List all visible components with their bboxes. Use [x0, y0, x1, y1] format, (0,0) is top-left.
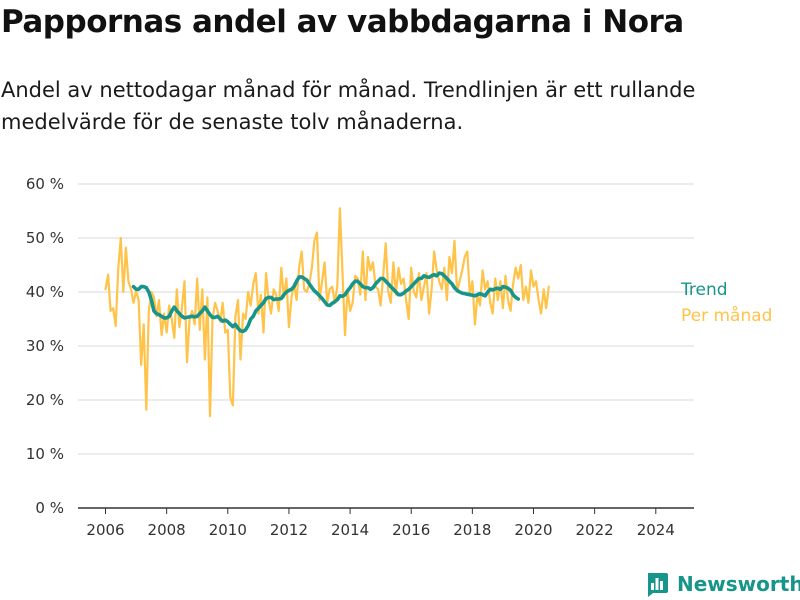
x-tick-label: 2012	[270, 521, 308, 539]
x-tick-label: 2022	[576, 521, 614, 539]
x-tick-label: 2010	[209, 521, 247, 539]
y-tick-label: 0 %	[35, 499, 64, 517]
x-tick-label: 2018	[453, 521, 491, 539]
brand: Newsworthy	[645, 570, 800, 598]
y-tick-label: 30 %	[26, 337, 64, 355]
x-tick-label: 2020	[514, 521, 552, 539]
legend-label-trend: Trend	[680, 280, 728, 300]
x-tick-label: 2008	[148, 521, 186, 539]
x-tick-label: 2016	[392, 521, 430, 539]
chart-subtitle: Andel av nettodagar månad för månad. Tre…	[1, 78, 696, 134]
y-tick-label: 10 %	[26, 445, 64, 463]
x-tick-label: 2014	[331, 521, 369, 539]
series	[104, 207, 550, 418]
y-tick-label: 50 %	[26, 229, 64, 247]
y-tick-label: 20 %	[26, 391, 64, 409]
x-tick-label: 2006	[86, 521, 124, 539]
y-tick-label: 60 %	[26, 175, 64, 193]
y-tick-label: 40 %	[26, 283, 64, 301]
gridlines	[78, 183, 694, 455]
axes: 0 % 10 % 20 % 30 % 40 % 50 % 60 % 2006 2008 2010 2…	[26, 175, 694, 539]
legend-label-monthly: Per månad	[681, 305, 772, 326]
chart-title: Pappornas andel av vabbdagarna i Nora	[1, 4, 684, 40]
newsworthy-logo-icon	[648, 573, 668, 597]
brand-name: Newsworthy	[677, 572, 800, 596]
series-trend-line	[131, 271, 521, 334]
x-tick-label: 2024	[637, 521, 675, 539]
labels: Per månad Trend	[680, 280, 772, 326]
